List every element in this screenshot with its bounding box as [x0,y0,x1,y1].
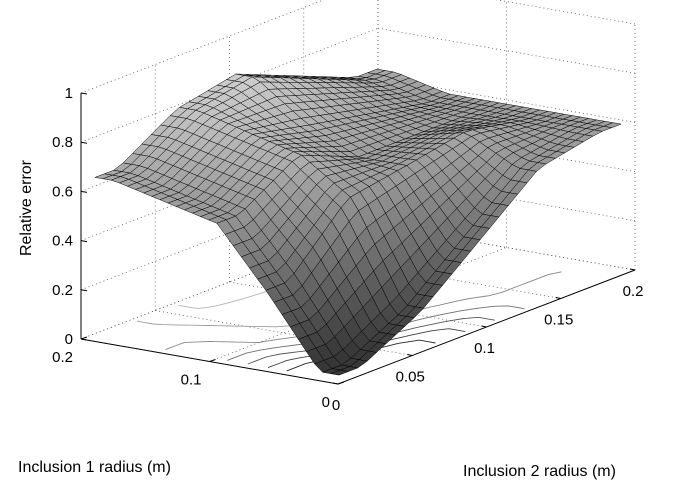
z-grid-line [495,0,636,25]
y-tick-mark [209,359,216,362]
x-tick-mark [481,325,487,328]
y-tick-label: 0.1 [181,372,202,389]
x-tick-mark [332,382,339,385]
z-tick-mark [80,240,88,243]
z-tick-mark [80,190,88,193]
z-tick-label: 0 [65,331,73,348]
error-surface [93,68,623,376]
y-tick-mark [337,381,345,385]
surface-patch [329,369,350,376]
z-tick-mark [80,338,88,341]
x-tick-label: 0.05 [396,369,425,386]
z-tick-label: 0.8 [52,134,73,151]
z-tick-label: 0.2 [52,282,73,299]
x-tick-label: 0 [332,397,340,414]
z-tick-label: 1 [65,85,73,102]
y-tick-label: 0 [322,394,330,411]
x-tick-mark [629,268,636,271]
z-tick-mark [80,289,88,292]
z-axis-label: Relative error [18,159,35,256]
x-tick-label: 0.2 [623,283,644,300]
z-tick-mark [80,141,88,144]
x-tick-mark [555,297,561,299]
y-axis-label: Inclusion 1 radius (m) [18,459,171,476]
x-tick-mark [407,354,413,356]
axes: 00.050.10.150.200.10.200.20.40.60.81 [52,85,643,414]
y-tick-label: 0.2 [52,349,73,366]
z-tick-label: 0.4 [52,233,73,250]
x-tick-label: 0.15 [544,312,573,329]
z-tick-mark [80,92,88,95]
x-tick-label: 0.1 [474,340,495,357]
z-tick-label: 0.6 [52,183,73,200]
x-axis-label: Inclusion 2 radius (m) [463,463,616,480]
